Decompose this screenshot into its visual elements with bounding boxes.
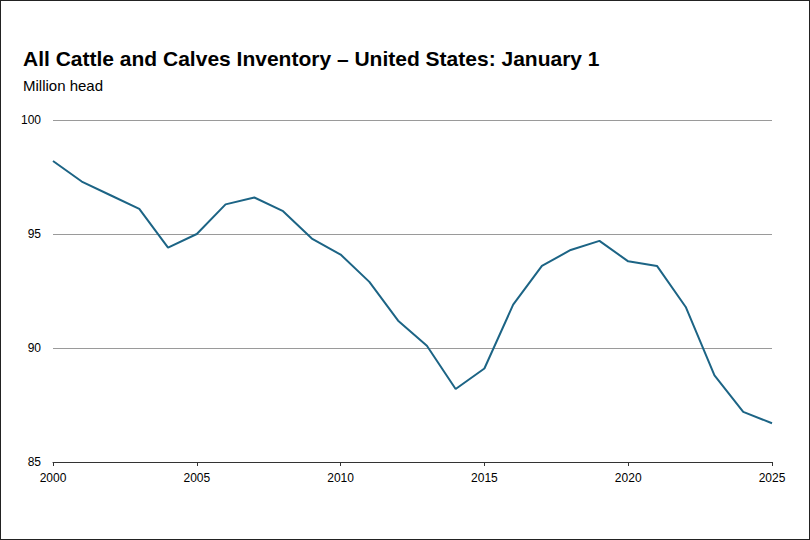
svg-text:2015: 2015 [471, 471, 498, 485]
svg-text:2025: 2025 [759, 471, 786, 485]
svg-text:2005: 2005 [183, 471, 210, 485]
svg-text:All Cattle and Calves Inventor: All Cattle and Calves Inventory – United… [23, 47, 600, 70]
svg-text:90: 90 [28, 341, 42, 355]
svg-text:2020: 2020 [615, 471, 642, 485]
svg-text:Million head: Million head [23, 77, 103, 94]
svg-text:95: 95 [28, 227, 42, 241]
svg-text:2000: 2000 [40, 471, 67, 485]
svg-text:100: 100 [21, 113, 41, 127]
svg-text:2010: 2010 [327, 471, 354, 485]
svg-text:85: 85 [28, 455, 42, 469]
